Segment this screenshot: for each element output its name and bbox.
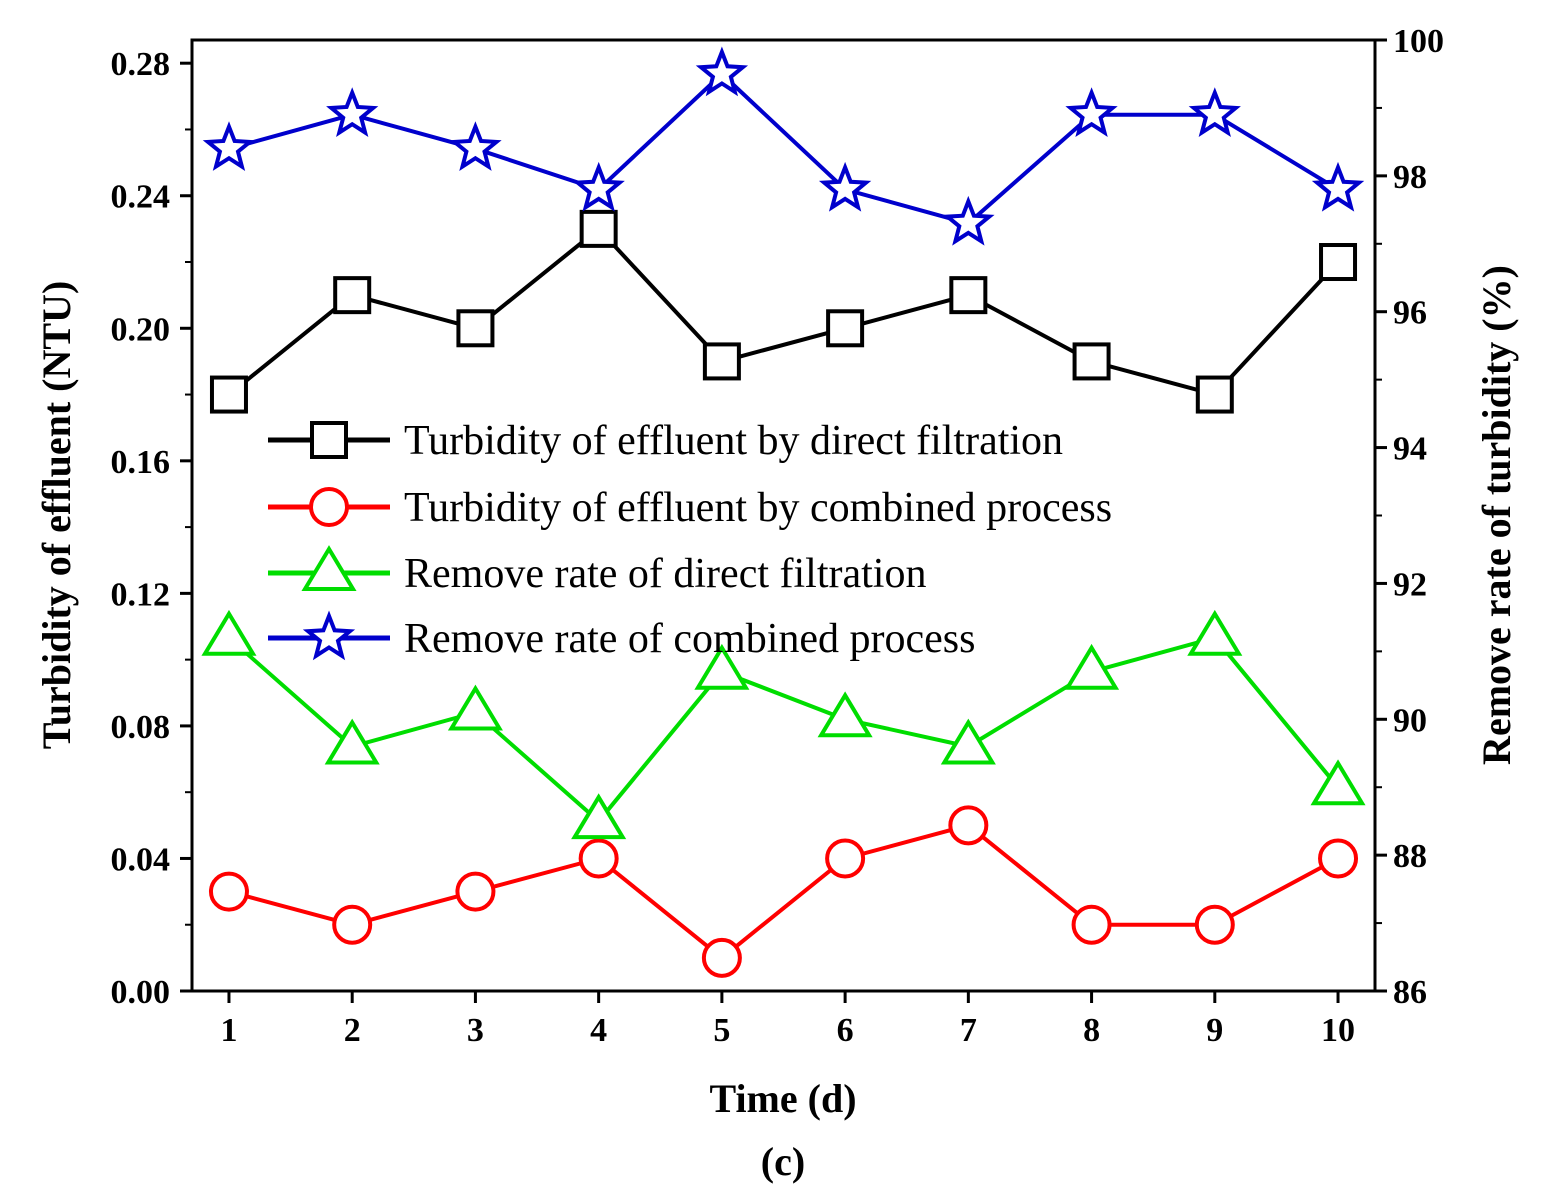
series-triangle: [201, 609, 1366, 840]
series-line: [227, 635, 1340, 824]
star-data-point: [942, 195, 995, 246]
legend-entry: Remove rate of combined process: [268, 610, 975, 662]
y-right-tick-label: 100: [1393, 23, 1444, 60]
triangle-data-point: [201, 609, 257, 656]
y-right-tick-label: 98: [1393, 159, 1427, 196]
y-right-tick-label: 94: [1393, 431, 1427, 468]
triangle-data-point: [1187, 609, 1243, 656]
y-right-tick-label: 90: [1393, 702, 1427, 739]
square-data-point: [949, 276, 988, 315]
y-axis-left: 0.00 0.04 0.08 0.12 0.16 0.20 0.24 0.28: [111, 46, 192, 1011]
x-tick-label: 10: [1321, 1012, 1355, 1049]
square-data-point: [702, 342, 741, 381]
series-circle: [208, 805, 1359, 978]
triangle-data-point: [940, 718, 996, 765]
series-line: [228, 823, 1339, 960]
circle-data-point: [332, 904, 373, 945]
x-axis-title: Time (d): [709, 1076, 856, 1121]
y-right-tick-label: 86: [1393, 974, 1427, 1011]
y-right-tick-label: 92: [1393, 566, 1427, 603]
star-data-point: [695, 46, 749, 97]
circle-data-point: [948, 805, 989, 846]
triangle-data-point: [571, 793, 627, 840]
triangle-data-point: [694, 643, 750, 690]
square-data-point: [333, 276, 372, 315]
triangle-data-point: [324, 718, 380, 765]
circle-data-point: [1318, 838, 1359, 879]
triangle-data-point: [1064, 643, 1120, 690]
y-axis-right: 86 88 90 92 94 96 98 100: [1375, 23, 1444, 1011]
circle-data-point: [455, 871, 496, 912]
triangle-data-point: [447, 684, 503, 731]
y-left-tick-label: 0.16: [111, 444, 171, 481]
triangle-data-point: [817, 691, 873, 738]
star-data-point: [572, 161, 625, 212]
star-data-point: [449, 121, 502, 171]
x-tick-label: 8: [1083, 1012, 1100, 1049]
star-data-point: [1311, 161, 1365, 212]
series-line: [227, 226, 1340, 397]
star-data-point: [202, 121, 256, 171]
legend-square-marker: [310, 421, 348, 459]
legend-label: Turbidity of effluent by direct filtrati…: [404, 418, 1063, 464]
star-data-point: [326, 87, 379, 137]
square-data-point: [456, 309, 495, 348]
legend-label: Turbidity of effluent by combined proces…: [404, 485, 1112, 531]
circle-data-point: [208, 871, 249, 912]
series-layer: [201, 46, 1366, 978]
series-square: [209, 209, 1358, 414]
y-right-tick-label: 96: [1393, 295, 1427, 332]
legend-entry: Turbidity of effluent by combined proces…: [268, 485, 1112, 531]
x-tick-label: 2: [344, 1012, 361, 1049]
legend-entry: Turbidity of effluent by direct filtrati…: [268, 418, 1063, 464]
x-tick-label: 5: [713, 1012, 730, 1049]
y-left-tick-label: 0.20: [111, 311, 171, 348]
legend: Turbidity of effluent by direct filtrati…: [268, 418, 1112, 662]
triangle-data-point: [1310, 759, 1366, 806]
legend-entry: Remove rate of direct filtration: [268, 545, 926, 597]
square-data-point: [1319, 243, 1358, 282]
x-tick-label: 4: [590, 1012, 607, 1049]
square-data-point: [1195, 375, 1234, 414]
y-left-tick-label: 0.12: [111, 576, 171, 613]
legend-star-marker: [302, 610, 356, 661]
legend-triangle-marker: [301, 545, 357, 591]
square-data-point: [579, 209, 618, 248]
x-tick-label: 6: [837, 1012, 854, 1049]
circle-data-point: [825, 838, 866, 879]
star-data-point: [818, 161, 872, 212]
x-tick-label: 7: [960, 1012, 977, 1049]
y-left-tick-label: 0.00: [111, 974, 171, 1011]
legend-circle-marker: [309, 487, 349, 527]
series-line: [228, 72, 1340, 226]
circle-data-point: [578, 838, 619, 879]
y-axis-right-title: Remove rate of turbidity (%): [1474, 265, 1519, 765]
legend-label: Remove rate of combined process: [404, 616, 975, 662]
square-data-point: [826, 309, 865, 348]
legend-label: Remove rate of direct filtration: [404, 551, 926, 597]
panel-label: (c): [761, 1139, 805, 1184]
x-tick-label: 1: [220, 1012, 237, 1049]
x-tick-label: 3: [467, 1012, 484, 1049]
x-tick-label: 9: [1206, 1012, 1223, 1049]
y-right-tick-label: 88: [1393, 838, 1427, 875]
series-star: [202, 46, 1365, 246]
star-data-point: [1188, 87, 1241, 137]
circle-data-point: [701, 937, 742, 978]
square-data-point: [1072, 342, 1111, 381]
circle-data-point: [1071, 904, 1112, 945]
x-axis: 1 2 3 4 5 6 7 8 9 10: [220, 991, 1355, 1049]
y-left-tick-label: 0.04: [111, 841, 171, 878]
y-left-tick-label: 0.28: [111, 46, 171, 83]
circle-data-point: [1194, 904, 1235, 945]
y-axis-left-title: Turbidity of effluent (NTU): [34, 281, 79, 750]
y-left-tick-label: 0.24: [111, 179, 171, 216]
y-left-tick-label: 0.08: [111, 709, 171, 746]
star-data-point: [1065, 87, 1118, 137]
square-data-point: [209, 375, 248, 414]
